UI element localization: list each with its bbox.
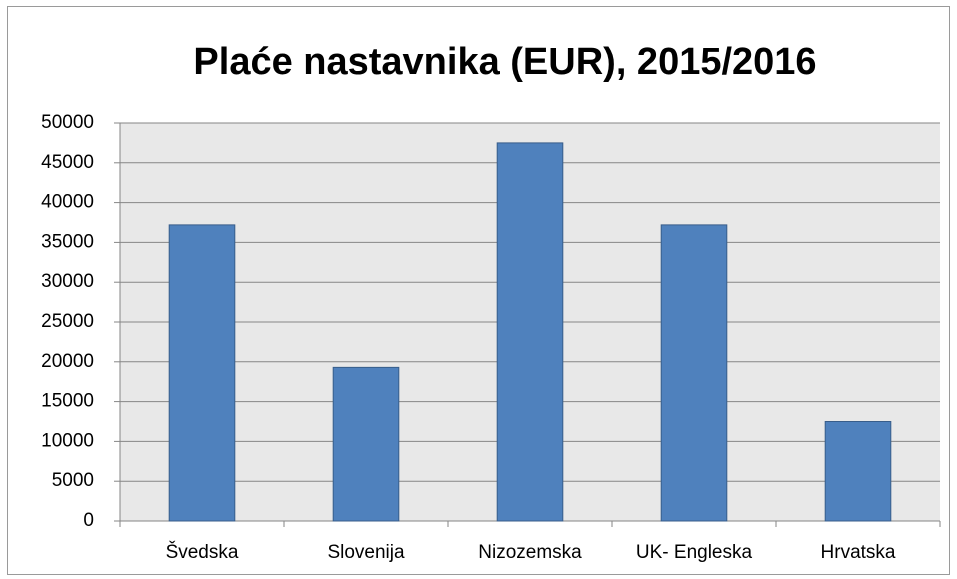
x-tick-label: Hrvatska xyxy=(821,542,896,563)
bar xyxy=(332,366,400,522)
y-tick-label: 10000 xyxy=(41,430,94,451)
bar xyxy=(496,142,564,522)
chart-title: Plaće nastavnika (EUR), 2015/2016 xyxy=(193,41,816,83)
y-tick-label: 5000 xyxy=(52,470,94,491)
bar xyxy=(824,421,892,522)
y-tick-label: 40000 xyxy=(41,192,94,213)
y-tick-label: 25000 xyxy=(41,311,94,332)
bar xyxy=(168,224,236,522)
x-tick-label: Nizozemska xyxy=(478,542,582,563)
x-tick-label: Švedska xyxy=(166,541,239,563)
x-tick-label: UK- Engleska xyxy=(636,542,753,563)
y-tick-label: 45000 xyxy=(41,152,94,173)
y-tick-label: 50000 xyxy=(41,112,94,133)
y-tick-label: 0 xyxy=(83,510,94,531)
y-tick-label: 20000 xyxy=(41,351,94,372)
y-tick-label: 30000 xyxy=(41,271,94,292)
y-tick-label: 15000 xyxy=(41,391,94,412)
bar xyxy=(660,224,728,522)
x-tick-label: Slovenija xyxy=(327,542,405,563)
y-tick-label: 35000 xyxy=(41,231,94,252)
